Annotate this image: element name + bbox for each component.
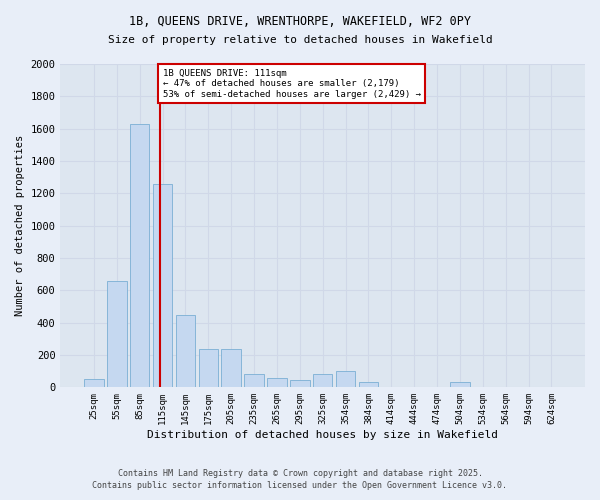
Text: 1B, QUEENS DRIVE, WRENTHORPE, WAKEFIELD, WF2 0PY: 1B, QUEENS DRIVE, WRENTHORPE, WAKEFIELD,… bbox=[129, 15, 471, 28]
Bar bbox=[130, 124, 149, 388]
Bar bbox=[199, 350, 218, 388]
Bar bbox=[313, 374, 332, 388]
Text: 1B QUEENS DRIVE: 111sqm
← 47% of detached houses are smaller (2,179)
53% of semi: 1B QUEENS DRIVE: 111sqm ← 47% of detache… bbox=[163, 69, 421, 98]
Bar bbox=[450, 382, 470, 388]
Bar bbox=[107, 280, 127, 388]
Bar bbox=[244, 374, 264, 388]
Bar bbox=[176, 314, 195, 388]
Bar bbox=[290, 380, 310, 388]
X-axis label: Distribution of detached houses by size in Wakefield: Distribution of detached houses by size … bbox=[147, 430, 498, 440]
Text: Contains HM Land Registry data © Crown copyright and database right 2025.
Contai: Contains HM Land Registry data © Crown c… bbox=[92, 468, 508, 490]
Bar bbox=[359, 382, 378, 388]
Text: Size of property relative to detached houses in Wakefield: Size of property relative to detached ho… bbox=[107, 35, 493, 45]
Bar bbox=[153, 184, 172, 388]
Bar bbox=[336, 371, 355, 388]
Bar bbox=[84, 380, 104, 388]
Bar bbox=[221, 350, 241, 388]
Bar bbox=[267, 378, 287, 388]
Y-axis label: Number of detached properties: Number of detached properties bbox=[15, 135, 25, 316]
